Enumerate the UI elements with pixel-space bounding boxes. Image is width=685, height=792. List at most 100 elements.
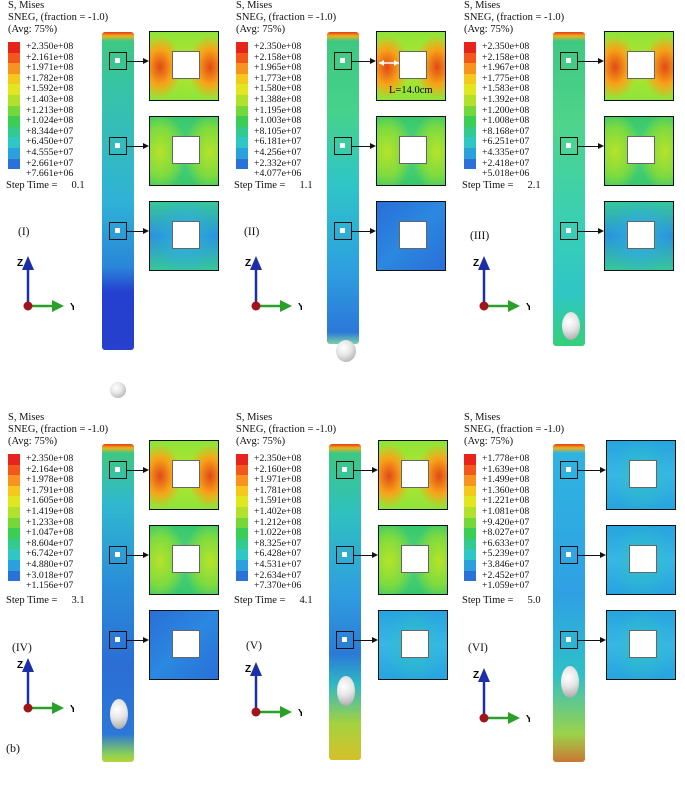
legend-value: +1.213e+08: [26, 104, 74, 116]
legend-value: +1.059e+07: [482, 580, 530, 592]
length-label: L=14.0cm: [389, 85, 433, 96]
legend-swatch: [8, 559, 20, 571]
probe-marker-mid: [336, 546, 354, 564]
axis-y-label: Y: [526, 302, 530, 313]
zoom-view-mid: [378, 525, 448, 595]
legend-swatch: [236, 126, 248, 138]
legend-value: +1.360e+08: [482, 484, 530, 496]
legend-value: +1.782e+08: [26, 72, 74, 84]
legend-swatch: [236, 63, 248, 74]
legend-swatch: [8, 116, 20, 127]
legend-value: +1.388e+08: [254, 93, 302, 105]
axis-y-label: Y: [70, 704, 74, 715]
legend-value: +1.392e+08: [482, 93, 530, 105]
legend-swatch: [464, 126, 476, 138]
legend-swatch: [236, 517, 248, 529]
panel-V: S, Mises SNEG, (fraction = -1.0) (Avg: 7…: [228, 412, 456, 792]
legend-swatch: [8, 105, 20, 117]
legend-swatch: [236, 94, 248, 106]
zoom-arrow: [352, 142, 376, 150]
legend-value: +6.450e+07: [26, 136, 74, 148]
legend-swatch: [464, 570, 476, 582]
panel-II: S, Mises SNEG, (fraction = -1.0) (Avg: 7…: [228, 0, 456, 380]
zoom-arrow: [127, 466, 149, 474]
axis-y-label: Y: [298, 708, 302, 719]
beam-contour: [553, 32, 585, 346]
legend-value: +1.971e+08: [26, 62, 74, 74]
axis-triad: Z Y: [470, 250, 533, 320]
legend-swatch: [464, 475, 476, 486]
legend-swatch: [464, 94, 476, 106]
legend-swatch: [236, 454, 248, 465]
step-time: Step Time = 3.1: [6, 595, 85, 606]
probe-marker-bottom: [334, 222, 352, 240]
legend-swatch: [236, 496, 248, 507]
zoom-arrow: [127, 227, 149, 235]
legend-value: +5.239e+07: [482, 548, 530, 560]
probe-marker-bottom: [109, 222, 127, 240]
legend-swatch: [464, 517, 476, 529]
probe-marker-top: [560, 461, 578, 479]
legend-swatch: [236, 549, 248, 560]
legend-swatch: [8, 137, 20, 148]
panel-I: S, Mises SNEG, (fraction = -1.0) (Avg: 7…: [0, 0, 228, 398]
legend-swatch: [464, 52, 476, 64]
legend-swatch: [8, 549, 20, 560]
impactor-ball: [336, 340, 356, 362]
zoom-view-bottom: [149, 201, 219, 271]
legend-value: +2.161e+08: [26, 51, 74, 63]
legend-swatch: [8, 464, 20, 476]
legend-value: +6.181e+07: [254, 136, 302, 148]
legend-swatch: [236, 84, 248, 95]
zoom-arrow: [578, 57, 604, 65]
legend-swatch: [236, 105, 248, 117]
axis-z-label: Z: [245, 258, 251, 269]
legend-value: +8.027e+07: [482, 527, 530, 539]
legend-header: S, Mises SNEG, (fraction = -1.0) (Avg: 7…: [236, 412, 337, 447]
legend-swatch: [8, 94, 20, 106]
legend-value: +5.018e+06: [482, 168, 530, 180]
zoom-view-mid: [606, 525, 676, 595]
legend-value: +4.531e+07: [254, 558, 302, 570]
zoom-view-top: [149, 440, 219, 510]
legend-value: +1.022e+08: [254, 527, 302, 539]
legend-swatch: [236, 137, 248, 148]
zoom-view-mid: [149, 116, 219, 186]
legend-value: +6.428e+07: [254, 548, 302, 560]
probe-marker-bottom: [560, 631, 578, 649]
legend-value: +4.256e+07: [254, 146, 302, 158]
legend-value: +1.024e+08: [26, 115, 74, 127]
zoom-arrow: [578, 466, 606, 474]
axis-triad: Z Y: [242, 250, 305, 320]
probe-marker-bottom: [336, 631, 354, 649]
axis-z-label: Z: [245, 664, 251, 675]
zoom-view-mid: [604, 116, 674, 186]
impactor-ball: [110, 382, 126, 398]
probe-marker-top: [560, 52, 578, 70]
legend-swatch: [8, 496, 20, 507]
legend-value: +4.880e+07: [26, 558, 74, 570]
legend-value: +1.639e+08: [482, 463, 530, 475]
axis-y-label: Y: [70, 302, 74, 313]
probe-marker-mid: [560, 137, 578, 155]
legend-value: +1.775e+08: [482, 72, 530, 84]
legend-value: +6.251e+07: [482, 136, 530, 148]
probe-marker-top: [109, 52, 127, 70]
legend-swatch: [236, 538, 248, 550]
legend-header: S, Mises SNEG, (fraction = -1.0) (Avg: 7…: [464, 0, 565, 35]
zoom-view-bottom: [376, 201, 446, 271]
legend-swatch: [236, 147, 248, 159]
legend-value: +1.200e+08: [482, 104, 530, 116]
probe-marker-mid: [560, 546, 578, 564]
probe-marker-bottom: [109, 631, 127, 649]
legend-value: +1.967e+08: [482, 62, 530, 74]
impactor-ball: [337, 676, 355, 706]
axis-z-label: Z: [17, 660, 23, 671]
zoom-arrow: [354, 466, 378, 474]
legend-swatch: [236, 570, 248, 582]
legend-value: +1.402e+08: [254, 505, 302, 517]
legend-value: +1.233e+08: [26, 516, 74, 528]
step-time: Step Time = 4.1: [234, 595, 313, 606]
legend-value: +3.846e+07: [482, 558, 530, 570]
legend-swatch: [8, 73, 20, 85]
